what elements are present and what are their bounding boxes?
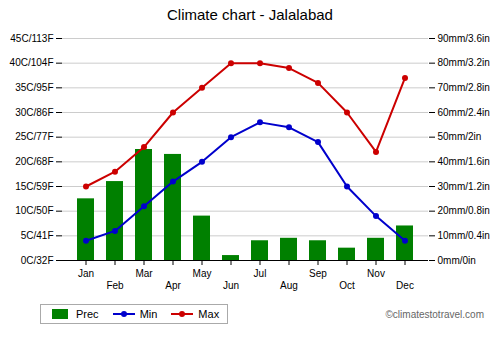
svg-text:45C/113F: 45C/113F (10, 33, 53, 44)
svg-text:Jun: Jun (223, 280, 239, 291)
svg-text:Dec: Dec (396, 280, 414, 291)
svg-text:Feb: Feb (106, 280, 124, 291)
svg-text:10C/50F: 10C/50F (15, 205, 53, 216)
svg-text:30C/86F: 30C/86F (15, 107, 53, 118)
svg-text:20C/68F: 20C/68F (15, 156, 53, 167)
svg-text:50mm/2in: 50mm/2in (438, 131, 482, 142)
html-text:Min: Min (139, 308, 158, 320)
svg-text:25C/77F: 25C/77F (15, 131, 53, 142)
svg-text:0C/32F: 0C/32F (21, 255, 54, 266)
svg-text:Mar: Mar (135, 268, 153, 279)
svg-text:20mm/0.8in: 20mm/0.8in (438, 205, 490, 216)
svg-text:Sep: Sep (309, 268, 327, 279)
svg-text:Oct: Oct (339, 280, 355, 291)
svg-text:80mm/3.2in: 80mm/3.2in (438, 57, 490, 68)
svg-text:40mm/1.6in: 40mm/1.6in (438, 156, 490, 167)
svg-text:Aug: Aug (280, 280, 298, 291)
svg-text:30mm/1.2in: 30mm/1.2in (438, 181, 490, 192)
svg-text:35C/95F: 35C/95F (15, 82, 53, 93)
svg-text:70mm/2.8in: 70mm/2.8in (438, 82, 490, 93)
svg-text:Nov: Nov (367, 268, 385, 279)
svg-text:90mm/3.6in: 90mm/3.6in (438, 33, 490, 44)
svg-text:15C/59F: 15C/59F (15, 181, 53, 192)
svg-text:Jan: Jan (78, 268, 94, 279)
svg-text:60mm/2.4in: 60mm/2.4in (438, 107, 490, 118)
svg-text:40C/104F: 40C/104F (10, 57, 54, 68)
html-text:Max: Max (198, 308, 220, 320)
svg-text:10mm/0.4in: 10mm/0.4in (438, 230, 490, 241)
html-text:©climatestotravel.com: ©climatestotravel.com (385, 308, 484, 320)
svg-text:May: May (193, 268, 212, 279)
svg-text:0mm/0in: 0mm/0in (438, 255, 476, 266)
svg-text:Apr: Apr (165, 280, 181, 291)
svg-text:5C/41F: 5C/41F (21, 230, 54, 241)
html-text:Prec: Prec (76, 308, 99, 320)
html-text:Climate chart - Jalalabad: Climate chart - Jalalabad (167, 6, 333, 23)
svg-text:Jul: Jul (254, 268, 267, 279)
